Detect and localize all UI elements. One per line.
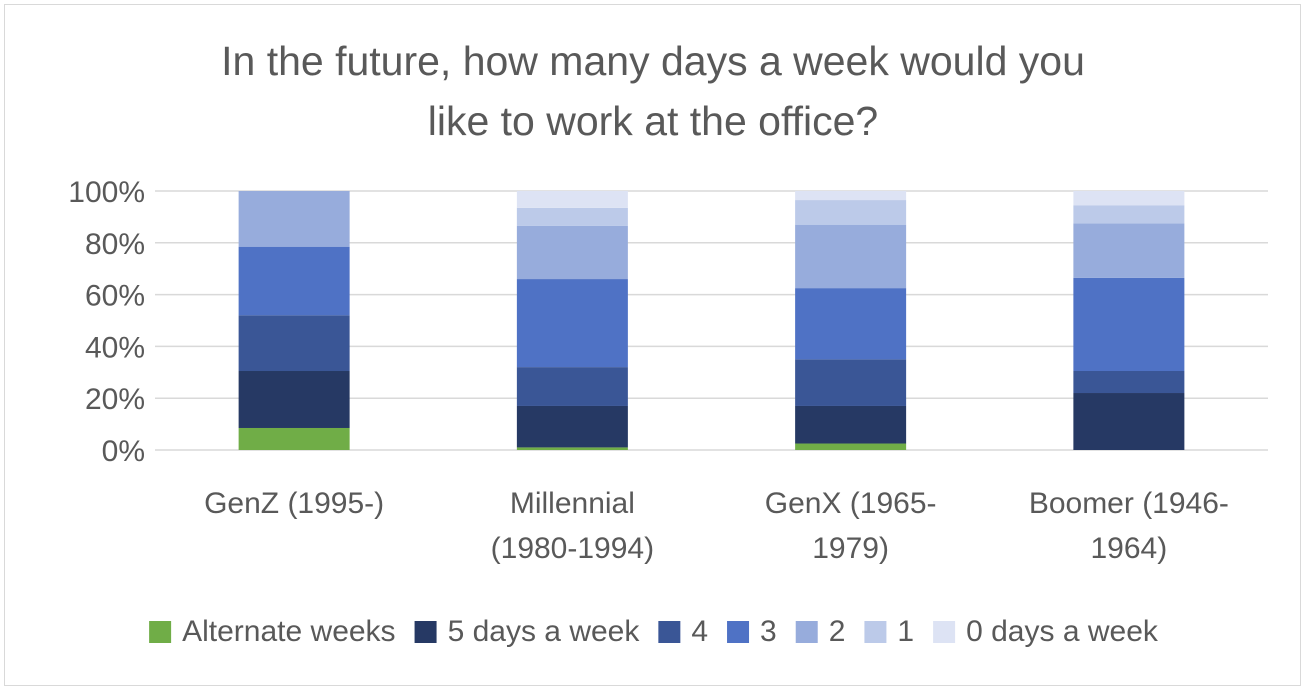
x-category-label: (1980-1994) bbox=[491, 532, 654, 565]
bar-segment-2 bbox=[795, 224, 907, 289]
bar-segment-3 bbox=[795, 288, 907, 360]
x-axis-category-labels: GenZ (1995-) Millennial (1980-1994) GenX (1… bbox=[204, 487, 1229, 565]
legend-item-1: 1 bbox=[864, 615, 914, 648]
legend-swatch bbox=[658, 621, 681, 643]
bar-segment-3 bbox=[238, 246, 350, 316]
bar-segment-2 bbox=[1073, 223, 1185, 278]
legend-label: 4 bbox=[691, 615, 708, 648]
bar-segment-5-days-a-week bbox=[516, 405, 628, 448]
legend-label: 1 bbox=[897, 615, 914, 648]
bars bbox=[238, 191, 1185, 450]
legend-swatch bbox=[727, 621, 750, 643]
legend-swatch bbox=[149, 621, 172, 643]
bar-segment-3 bbox=[1073, 277, 1185, 372]
bar-segment-4 bbox=[1073, 371, 1185, 394]
bar-segment-1 bbox=[516, 207, 628, 226]
legend-item-3: 3 bbox=[727, 615, 777, 648]
y-tick-label: 80% bbox=[85, 228, 145, 261]
y-tick-label: 40% bbox=[85, 331, 145, 364]
legend-label: 0 days a week bbox=[966, 615, 1159, 648]
legend-item-0-days-a-week: 0 days a week bbox=[933, 615, 1159, 648]
legend-label: Alternate weeks bbox=[182, 615, 395, 648]
bar-segment-4 bbox=[516, 367, 628, 406]
bar-segment-0-days-a-week bbox=[1073, 191, 1185, 206]
legend-item-alternate-weeks: Alternate weeks bbox=[149, 615, 396, 648]
bar-segment-2 bbox=[516, 225, 628, 280]
legend-item-2: 2 bbox=[795, 615, 846, 648]
legend-swatch bbox=[414, 621, 437, 643]
y-axis-tick-labels: 0% 20% 40% 60% 80% 100% bbox=[68, 176, 145, 468]
bar-segment-4 bbox=[238, 315, 350, 372]
chart-title: In the future, how many days a week woul… bbox=[221, 38, 1085, 144]
legend: Alternate weeks 5 days a week 4 3 2 1 0 days a… bbox=[149, 615, 1159, 648]
legend-swatch bbox=[933, 621, 956, 643]
legend-label: 5 days a week bbox=[448, 615, 641, 648]
bar-segment-5-days-a-week bbox=[795, 405, 907, 444]
x-category-label: 1964) bbox=[1091, 532, 1168, 565]
legend-item-4: 4 bbox=[658, 615, 708, 648]
bar-segment-3 bbox=[516, 279, 628, 368]
y-tick-label: 60% bbox=[85, 280, 145, 313]
legend-label: 2 bbox=[829, 615, 846, 648]
bar-segment-1 bbox=[1073, 205, 1185, 224]
y-tick-label: 0% bbox=[102, 435, 145, 468]
bar-segment-0-days-a-week bbox=[516, 191, 628, 208]
bar-segment-2 bbox=[238, 191, 350, 247]
legend-item-5-days-a-week: 5 days a week bbox=[414, 615, 641, 648]
legend-swatch bbox=[795, 621, 818, 643]
x-category-label: GenZ (1995-) bbox=[204, 487, 384, 520]
chart-title-line-2: like to work at the office? bbox=[428, 98, 878, 144]
bar-segment-0-days-a-week bbox=[795, 191, 907, 201]
bar-segment-alternate-weeks bbox=[795, 443, 907, 450]
chart-title-line-1: In the future, how many days a week woul… bbox=[221, 38, 1085, 84]
x-category-label: 1979) bbox=[812, 532, 889, 565]
bar-segment-5-days-a-week bbox=[238, 371, 350, 428]
bar-segment-alternate-weeks bbox=[516, 447, 628, 450]
x-category-label: Millennial bbox=[510, 487, 635, 520]
legend-swatch bbox=[864, 621, 887, 643]
y-tick-label: 100% bbox=[68, 176, 145, 209]
legend-label: 3 bbox=[760, 615, 777, 648]
bar-segment-alternate-weeks bbox=[238, 427, 350, 450]
bar-segment-1 bbox=[795, 200, 907, 225]
x-category-label: GenX (1965- bbox=[765, 487, 937, 520]
y-tick-label: 20% bbox=[85, 383, 145, 416]
x-category-label: Boomer (1946- bbox=[1029, 487, 1229, 520]
bar-segment-4 bbox=[795, 359, 907, 406]
bar-segment-5-days-a-week bbox=[1073, 393, 1185, 450]
